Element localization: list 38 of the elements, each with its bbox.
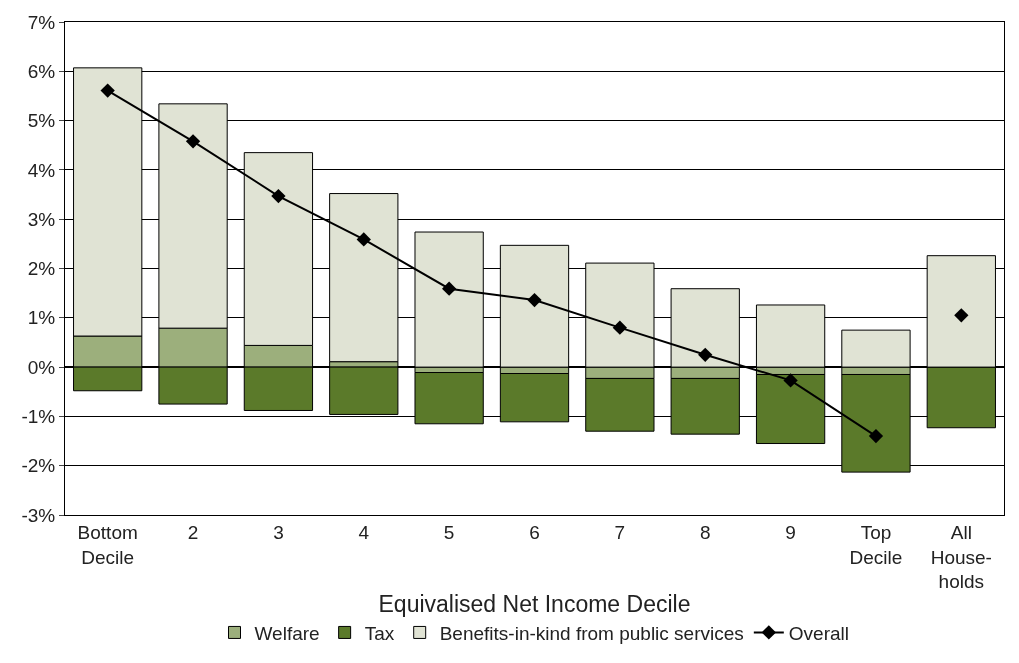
y-tick-label: 5% (27, 110, 56, 132)
point (783, 373, 798, 388)
x-tick-label: 2 (187, 521, 199, 543)
y-tick-label: -3% (21, 504, 56, 526)
y-tick-label: -1% (21, 406, 56, 428)
x-tick-label: 7 (614, 521, 626, 543)
y-tick-label: 3% (27, 208, 56, 230)
legend-label: Benefits-in-kind from public services (439, 622, 744, 644)
point (100, 83, 115, 98)
y-tick-label: 0% (27, 356, 56, 378)
point (868, 428, 884, 444)
y-tick-label: 6% (27, 60, 56, 82)
legend-label: Overall (788, 622, 849, 644)
point (271, 188, 286, 204)
point (698, 347, 713, 362)
y-tick-label: 1% (27, 307, 56, 329)
x-tick-label: All House- holds (930, 521, 992, 593)
x-axis-title: Equivalised Net Income Decile (378, 590, 691, 617)
point (612, 320, 628, 335)
y-tick-label: -2% (21, 455, 56, 477)
x-tick-label: Bottom Decile (77, 521, 138, 568)
y-tick-label: 7% (27, 11, 56, 33)
x-tick-label: 8 (699, 521, 711, 543)
x-tick-label: 4 (358, 521, 370, 543)
point (185, 134, 201, 149)
legend-label: Welfare (254, 622, 320, 644)
x-tick-label: 3 (273, 521, 284, 543)
legend-label: Tax (364, 622, 395, 644)
y-tick-label: 2% (27, 258, 56, 280)
point (356, 232, 371, 247)
x-tick-label: Top Decile (849, 521, 903, 568)
x-tick-label: 5 (443, 521, 455, 543)
x-tick-label: 6 (529, 521, 540, 543)
y-tick-label: 4% (27, 159, 56, 181)
point (441, 281, 457, 296)
point (527, 292, 542, 308)
x-tick-label: 9 (785, 521, 796, 543)
point (954, 308, 969, 323)
